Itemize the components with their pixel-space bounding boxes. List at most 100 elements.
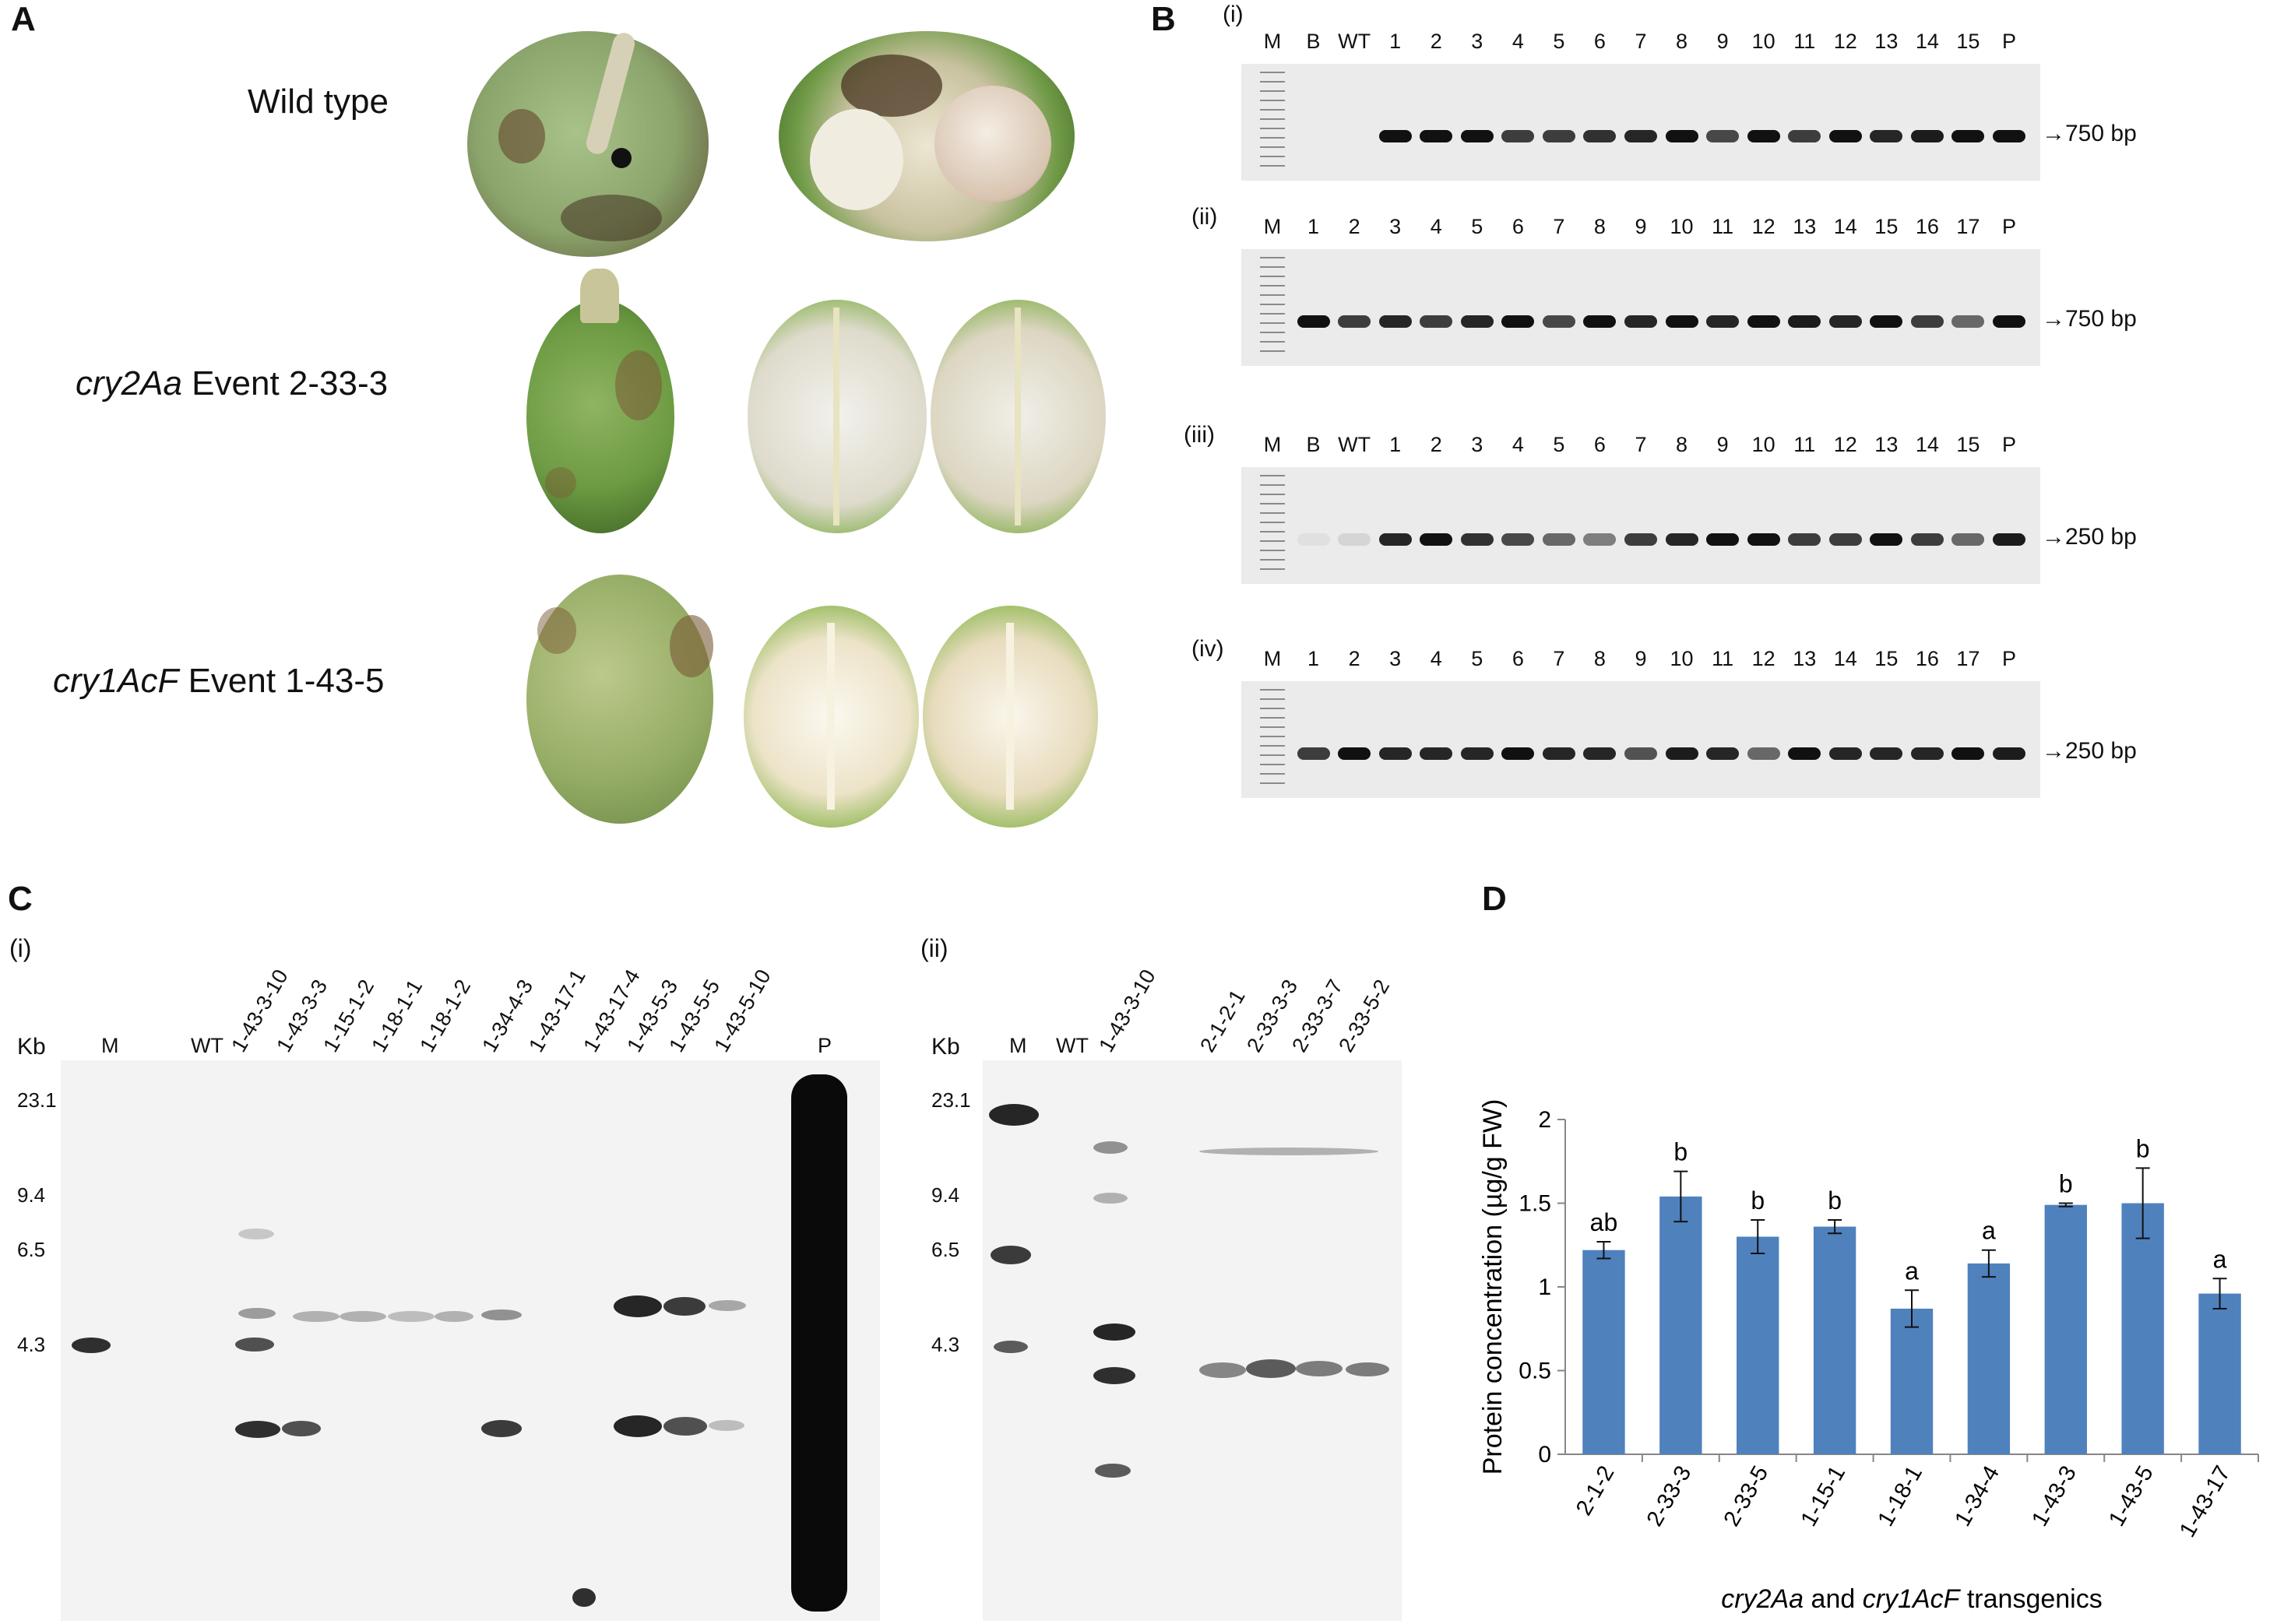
pcr-band: [1951, 533, 1985, 546]
ladder-band: [1260, 698, 1285, 700]
ladder-band: [1260, 90, 1285, 92]
pcr-band: [1460, 747, 1494, 760]
pcr-band: [1706, 747, 1740, 760]
x-tick-label: 2-1-2: [1571, 1462, 1620, 1520]
ladder-band: [1260, 484, 1285, 486]
x-tick-label: 2-33-3: [1642, 1462, 1697, 1531]
hybridization-band: [293, 1311, 340, 1322]
lane-label: 7: [1635, 30, 1647, 53]
hybridization-band: [388, 1311, 435, 1322]
pcr-band: [1706, 315, 1740, 328]
pcr-band: [1420, 533, 1453, 546]
panel-c-label: C: [8, 880, 33, 918]
lane-label: 17: [1956, 215, 1980, 238]
lane-label: 15: [1874, 215, 1899, 238]
lane-label: 10: [1751, 30, 1775, 53]
lane-label: 13: [1874, 30, 1899, 53]
kb-marker: 23.1: [17, 1088, 57, 1112]
bar: [1967, 1263, 2011, 1454]
lane-label: 17: [1956, 647, 1980, 670]
pcr-band: [1338, 533, 1371, 546]
pcr-band: [1420, 747, 1453, 760]
ladder-band: [1260, 754, 1285, 756]
pcr-band: [1870, 533, 1903, 546]
ladder-band: [1260, 322, 1285, 324]
pcr-band: [1583, 315, 1617, 328]
lane-label: 5: [1471, 215, 1483, 238]
pcr-band: [1870, 747, 1903, 760]
lane-label: 11: [1793, 30, 1816, 53]
lane-label: 4: [1430, 215, 1442, 238]
lane-label: 2: [1430, 30, 1442, 53]
pcr-band: [1542, 533, 1575, 546]
hybridization-band: [663, 1417, 707, 1436]
lane-label: 13: [1793, 647, 1817, 670]
x-tick-label: 1-43-17: [2175, 1462, 2236, 1542]
band-size-marker: →250 bp: [2042, 738, 2137, 764]
lane-label: 3: [1471, 433, 1483, 456]
x-tick-label: 2-33-5: [1719, 1462, 1774, 1531]
hybridization-band: [1199, 1362, 1246, 1378]
lane-label: 7: [1635, 433, 1647, 456]
blot-lane-label: 2-1-2-1: [1195, 986, 1250, 1056]
blot-lane-label: P: [818, 1034, 832, 1057]
y-tick-label: 0: [1538, 1442, 1551, 1468]
ladder-band: [1260, 773, 1285, 775]
hybridization-band: [481, 1420, 522, 1437]
pcr-band: [1788, 533, 1821, 546]
lane-label: 7: [1553, 215, 1565, 238]
significance-letter: a: [1982, 1217, 1996, 1245]
agarose-gel-image: [1241, 249, 2040, 366]
pcr-band: [1910, 747, 1944, 760]
lane-label: 6: [1593, 30, 1606, 53]
lane-label: 13: [1793, 215, 1817, 238]
hybridization-band: [72, 1338, 111, 1353]
lane-label: 10: [1751, 433, 1775, 456]
y-tick-label: 0.5: [1519, 1359, 1551, 1384]
pcr-band: [1624, 130, 1657, 142]
pcr-band: [1542, 315, 1575, 328]
ladder-band: [1260, 304, 1285, 305]
lane-label: P: [2001, 433, 2016, 456]
pcr-band: [1870, 130, 1903, 142]
ladder-band: [1260, 540, 1285, 542]
lane-label: M: [1263, 30, 1282, 53]
lane-label: 8: [1676, 30, 1688, 53]
pcr-band: [1747, 533, 1780, 546]
ladder-band: [1260, 550, 1285, 551]
hybridization-band: [614, 1295, 662, 1317]
hybridization-band: [1199, 1148, 1378, 1155]
y-tick-label: 2: [1538, 1107, 1551, 1133]
pcr-band: [1420, 130, 1453, 142]
blot-lane-label: M: [101, 1034, 119, 1057]
ladder-band: [1260, 257, 1285, 258]
pcr-band: [1338, 747, 1371, 760]
bar: [2044, 1204, 2087, 1454]
pcr-band: [1993, 533, 2025, 546]
lane-label: 5: [1471, 647, 1483, 670]
pcr-band: [1624, 533, 1657, 546]
pcr-band: [1910, 315, 1944, 328]
pcr-band: [1460, 130, 1494, 142]
lane-label: 4: [1430, 647, 1442, 670]
kb-marker: 9.4: [931, 1183, 960, 1207]
lane-label: 3: [1389, 215, 1402, 238]
ladder-band: [1260, 531, 1285, 533]
lane-label: 2: [1348, 215, 1360, 238]
pcr-band: [1747, 315, 1780, 328]
hybridization-band: [1296, 1361, 1343, 1376]
bar: [1890, 1308, 1934, 1454]
hybridization-band: [435, 1311, 473, 1322]
bar: [1813, 1226, 1856, 1454]
hybridization-band: [991, 1246, 1031, 1264]
blot-lane-label: WT: [1056, 1034, 1089, 1057]
pcr-band: [1583, 130, 1617, 142]
ladder-band: [1260, 313, 1285, 315]
lane-label: 8: [1593, 647, 1606, 670]
pcr-band: [1583, 747, 1617, 760]
ladder-band: [1260, 726, 1285, 728]
lane-label: 1: [1307, 215, 1320, 238]
lane-label: 11: [1793, 433, 1816, 456]
hybridization-band: [663, 1297, 706, 1316]
lane-label: M: [1263, 647, 1282, 670]
